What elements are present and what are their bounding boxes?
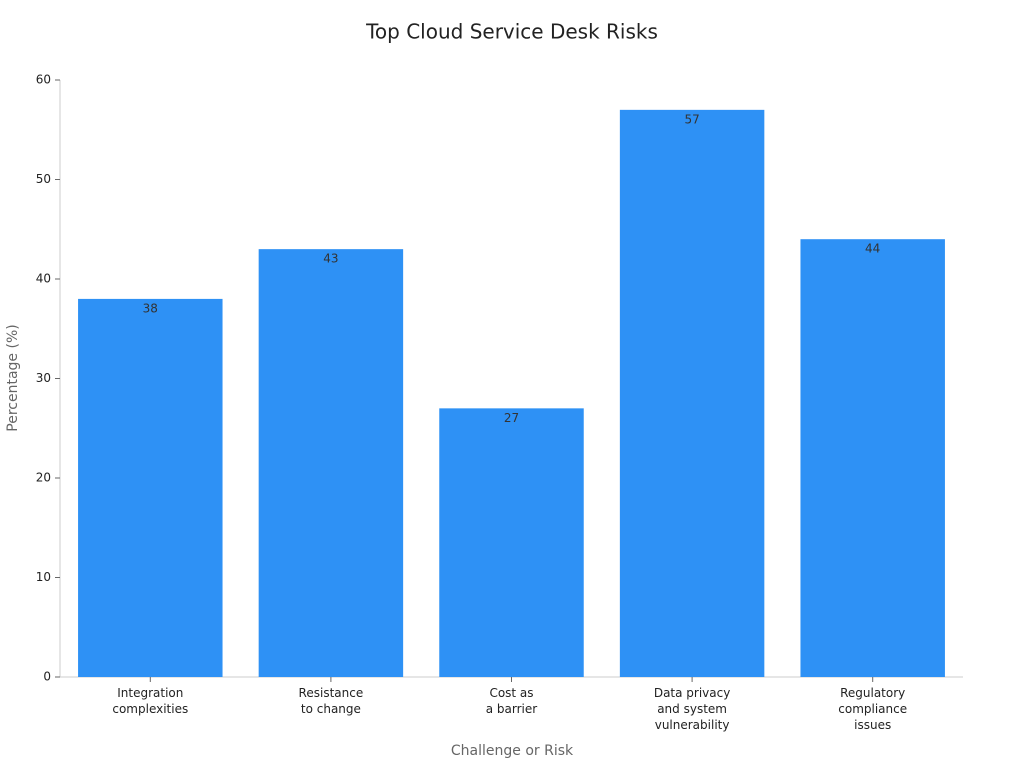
bar [439, 408, 584, 677]
bar [800, 239, 945, 677]
y-axis-label: Percentage (%) [5, 324, 21, 431]
value-label: 44 [865, 242, 880, 256]
x-tick-label: Data privacy and system vulnerability [653, 686, 731, 732]
y-tick-label: 0 [43, 670, 51, 684]
bar [258, 249, 404, 677]
x-tick-label: Cost as a barrier [485, 686, 538, 716]
x-tick-label: Regulatory compliance issues [838, 686, 908, 732]
y-tick-label: 40 [36, 272, 51, 286]
y-tick-label: 20 [36, 471, 51, 485]
y-tick-label: 60 [36, 73, 51, 87]
value-label: 38 [143, 301, 158, 315]
x-tick-label: Resistance to change [298, 686, 364, 716]
bar [619, 109, 765, 678]
x-tick-label: Integration complexities [112, 686, 189, 716]
y-tick-label: 10 [36, 570, 51, 584]
y-tick-label: 30 [36, 371, 51, 385]
value-label: 43 [323, 252, 338, 266]
bar [78, 298, 223, 677]
value-label: 57 [684, 112, 699, 126]
y-tick-label: 50 [36, 172, 51, 186]
chart-title: Top Cloud Service Desk Risks [365, 20, 658, 44]
value-label: 27 [504, 411, 519, 425]
x-axis-label: Challenge or Risk [451, 743, 574, 759]
